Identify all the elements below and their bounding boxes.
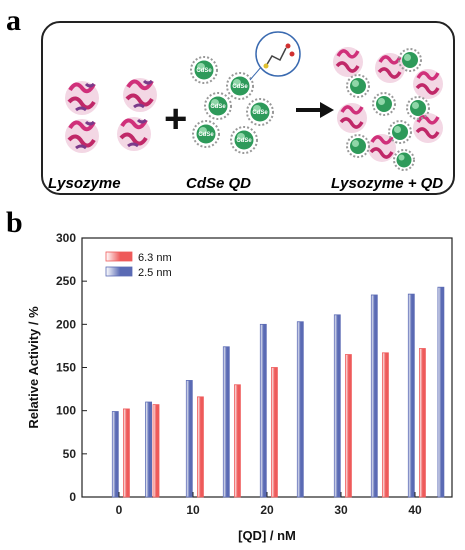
y-tick-label: 200 [56, 317, 76, 331]
bar-6.3-nm-3 [233, 384, 241, 498]
quantum-dot-icon: CdSe [204, 92, 232, 120]
lysozyme-protein-icon [375, 53, 405, 83]
y-tick-label: 100 [56, 404, 76, 418]
quantum-dot-icon: CdSe [226, 72, 254, 100]
svg-text:CdSe: CdSe [236, 138, 252, 144]
lysozyme-protein-icon [65, 119, 99, 153]
quantum-dot-icon [372, 92, 396, 116]
svg-text:CdSe: CdSe [210, 104, 226, 110]
bar-6.3-nm-5 [344, 354, 352, 498]
mixture-cluster [333, 47, 443, 171]
bar-2.5-nm-2 [185, 380, 193, 498]
y-axis: 0 50 100 150 200 250 300 [56, 231, 87, 504]
plus-sign: + [164, 97, 187, 141]
lysozyme-protein-icon [123, 78, 157, 112]
activity-bar-chart: 0 50 100 150 200 250 300 0 10 20 30 40 6.3 nm 2.5 n… [26, 231, 453, 543]
lysozyme-protein-icon [65, 81, 99, 115]
legend-label: 6.3 nm [138, 252, 172, 264]
bar-6.3-nm-1 [152, 404, 160, 498]
quantum-dot-icon [393, 149, 415, 171]
svg-text:CdSe: CdSe [252, 110, 268, 116]
bar-6.3-nm-6 [381, 352, 389, 498]
x-tick-label: 40 [408, 503, 422, 517]
quantum-dot-icon [388, 120, 412, 144]
bar-2.5-nm-7 [370, 294, 378, 498]
svg-text:CdSe: CdSe [198, 132, 214, 138]
lysozyme-protein-icon [333, 47, 363, 77]
x-axis: 0 10 20 30 40 [116, 492, 422, 517]
y-axis-title: Relative Activity / % [26, 306, 41, 429]
panel-b-letter: b [6, 206, 23, 239]
bar-6.3-nm-4 [270, 367, 278, 498]
svg-text:CdSe: CdSe [232, 84, 248, 90]
qd-cluster: CdSe CdSe CdSe CdSe CdSe CdSe [190, 31, 301, 154]
bar-2.5-nm-8 [407, 293, 415, 498]
bar-6.3-nm-2 [196, 396, 204, 498]
lysozyme-protein-icon [413, 69, 443, 99]
qd-caption: CdSe QD [186, 175, 251, 192]
quantum-dot-icon [398, 48, 422, 72]
legend-swatch [105, 266, 133, 277]
bar-2.5-nm-3 [222, 346, 230, 498]
quantum-dot-icon [346, 134, 370, 158]
bar-6.3-nm-7 [418, 348, 426, 498]
lysozyme-protein-icon [337, 103, 367, 133]
x-axis-title: [QD] / nM [238, 528, 296, 543]
bar-2.5-nm-5 [296, 321, 304, 498]
quantum-dot-icon: CdSe [192, 120, 220, 148]
panel-a-letter: a [6, 4, 21, 37]
ligand-zoom-icon [249, 31, 301, 81]
y-tick-label: 0 [69, 490, 76, 504]
bars-group [111, 286, 445, 498]
quantum-dot-icon: CdSe [190, 56, 218, 84]
bar-2.5-nm-9 [437, 286, 445, 498]
legend-label: 2.5 nm [138, 267, 172, 279]
y-tick-label: 300 [56, 231, 76, 245]
y-tick-label: 50 [63, 447, 77, 461]
y-tick-label: 250 [56, 274, 76, 288]
lysozyme-cluster [65, 78, 157, 153]
x-tick-label: 10 [186, 503, 200, 517]
lysozyme-protein-icon [117, 117, 151, 151]
svg-text:CdSe: CdSe [196, 68, 212, 74]
y-tick-label: 150 [56, 361, 76, 375]
legend: 6.3 nm 2.5 nm [105, 251, 172, 279]
mixture-caption: Lysozyme + QD [331, 175, 443, 192]
bar-2.5-nm-4 [259, 323, 267, 498]
quantum-dot-icon [346, 74, 370, 98]
bar-2.5-nm-6 [333, 314, 341, 498]
reaction-arrow-icon [296, 102, 334, 118]
legend-swatch [105, 251, 133, 262]
lysozyme-protein-icon [413, 113, 443, 143]
quantum-dot-icon [406, 96, 430, 120]
lysozyme-caption: Lysozyme [48, 175, 121, 192]
lysozyme-protein-icon [368, 134, 396, 162]
x-tick-label: 30 [334, 503, 348, 517]
bar-2.5-nm-1 [145, 401, 153, 498]
quantum-dot-icon: CdSe [230, 126, 258, 154]
bar-2.5-nm-0 [111, 411, 119, 498]
bar-6.3-nm-0 [123, 408, 130, 498]
quantum-dot-icon: CdSe [246, 98, 274, 126]
x-tick-label: 20 [260, 503, 274, 517]
x-tick-label: 0 [116, 503, 123, 517]
